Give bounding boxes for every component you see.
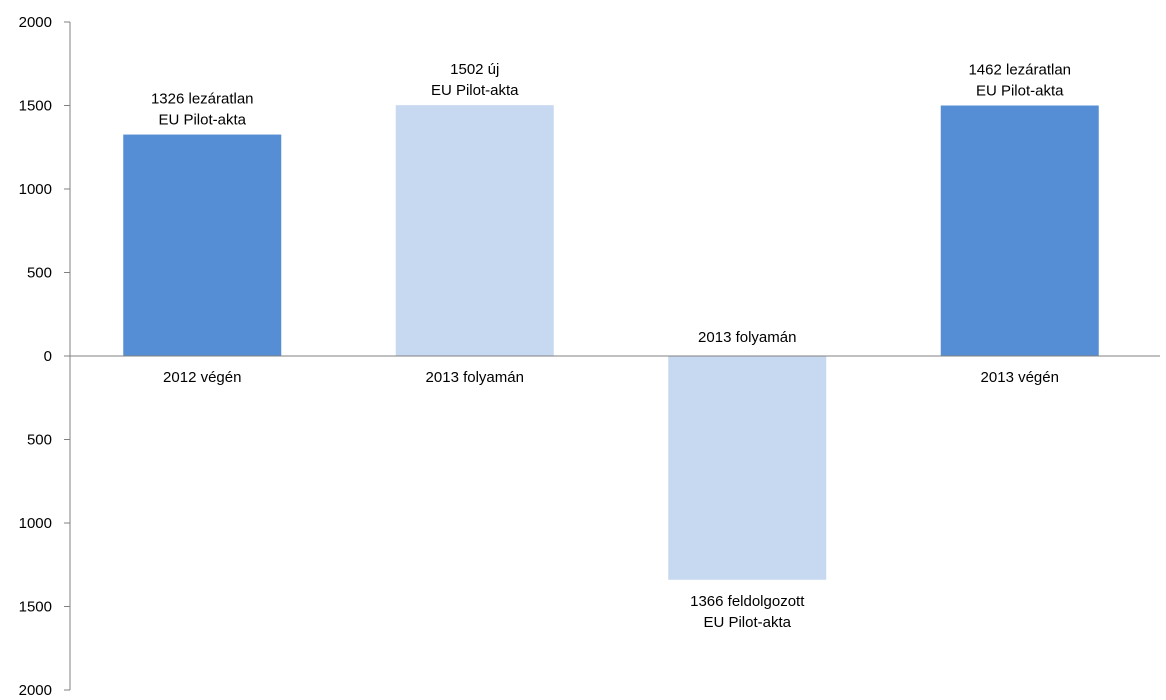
bar <box>668 356 827 580</box>
bar-value-label: 1366 feldolgozott <box>690 593 805 610</box>
y-tick-label: 2000 <box>19 682 52 699</box>
bar-labels: 1326 lezáratlan EU Pilot-akta 1502 új EU Pi… <box>151 61 1071 631</box>
bars <box>123 105 1099 580</box>
y-axis: 2000 1500 1000 500 0 500 1000 1500 2000 <box>19 14 71 699</box>
y-tick-label: 1500 <box>19 98 52 115</box>
y-tick-label: 2000 <box>19 14 52 31</box>
bar-value-label: EU Pilot-akta <box>976 83 1064 100</box>
y-tick-label: 1000 <box>19 181 52 198</box>
category-label: 2013 végén <box>981 369 1059 386</box>
category-labels: 2012 végén 2013 folyamán 2013 folyamán 2013… <box>163 329 1059 386</box>
bar-value-label: EU Pilot-akta <box>158 112 246 129</box>
y-tick-label: 500 <box>27 432 52 449</box>
y-tick-label: 1500 <box>19 599 52 616</box>
bar <box>123 134 282 356</box>
bar <box>395 105 554 356</box>
bar-value-label: EU Pilot-akta <box>703 614 791 631</box>
bar-value-label: 1326 lezáratlan <box>151 91 254 108</box>
category-label: 2013 folyamán <box>426 369 524 386</box>
bar-value-label: EU Pilot-akta <box>431 82 519 99</box>
y-tick-label: 1000 <box>19 515 52 532</box>
y-tick-label: 500 <box>27 265 52 282</box>
bar-value-label: 1462 lezáratlan <box>968 62 1071 79</box>
bar-value-label: 1502 új <box>450 61 499 78</box>
category-label: 2012 végén <box>163 369 241 386</box>
bar <box>940 105 1099 356</box>
category-label: 2013 folyamán <box>698 329 796 346</box>
y-tick-label: 0 <box>44 348 52 365</box>
